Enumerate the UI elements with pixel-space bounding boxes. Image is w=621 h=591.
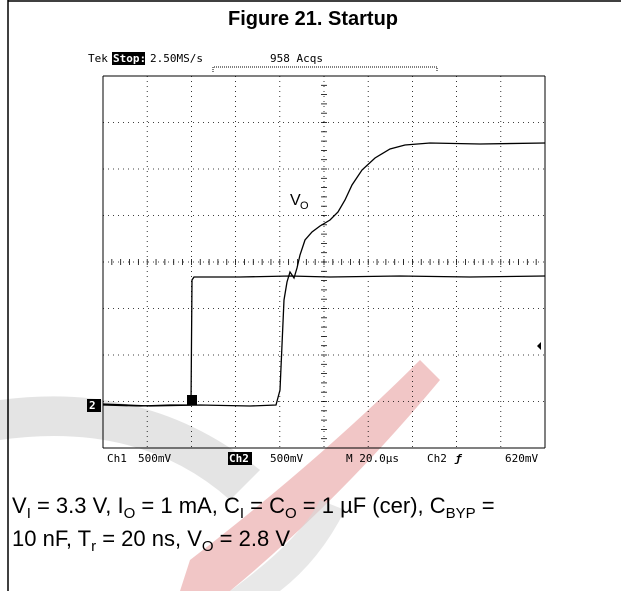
record-bracket bbox=[212, 66, 438, 72]
marker-1-label: 1 bbox=[188, 394, 195, 407]
timebase: M 20.0µs bbox=[346, 452, 399, 465]
caption-subscript: O bbox=[124, 505, 136, 522]
readout: Ch1 500mV Ch2 500mV M 20.0µs Ch2 ƒ 620mV bbox=[107, 452, 538, 465]
caption-text: = 2.8 V bbox=[214, 526, 291, 551]
ground-marker-label: 2 bbox=[89, 399, 96, 412]
caption-text: 10 nF, T bbox=[12, 526, 91, 551]
vo-label: V O bbox=[290, 192, 309, 212]
caption-text: = bbox=[476, 493, 495, 518]
trig-level: 620mV bbox=[505, 452, 538, 465]
caption-subscript: O bbox=[202, 538, 214, 555]
ch2-box bbox=[228, 452, 252, 465]
caption-subscript: r bbox=[91, 538, 96, 555]
rate: 2.50MS/s bbox=[150, 52, 203, 65]
caption-text: = 1 µF (cer), C bbox=[297, 493, 446, 518]
caption-line-2: 10 nF, Tr = 20 ns, VO = 2.8 V bbox=[12, 526, 290, 555]
ch2: Ch2 bbox=[229, 452, 249, 465]
marker-1 bbox=[187, 395, 197, 405]
scope-grid bbox=[102, 75, 546, 449]
watermark-red bbox=[180, 360, 440, 591]
trigger-arrow bbox=[537, 342, 541, 350]
caption-text: V bbox=[12, 493, 27, 518]
trig-slope: ƒ bbox=[454, 452, 463, 465]
caption-text: = 3.3 V, I bbox=[31, 493, 124, 518]
output-trace bbox=[102, 142, 546, 407]
brand: Tek bbox=[88, 52, 108, 65]
caption-line-1: VI = 3.3 V, IO = 1 mA, CI = CO = 1 µF (c… bbox=[12, 493, 495, 522]
ground-marker bbox=[87, 399, 101, 412]
stop-box bbox=[112, 52, 145, 65]
watermark-gray2 bbox=[230, 500, 345, 591]
caption-subscript: BYP bbox=[446, 505, 476, 522]
caption-text: = C bbox=[244, 493, 285, 518]
state: Stop: bbox=[113, 52, 146, 65]
acqs: 958 Acqs bbox=[270, 52, 323, 65]
caption-text: = 20 ns, V bbox=[96, 526, 202, 551]
caption-subscript: I bbox=[27, 505, 31, 522]
vo-label-main: V bbox=[290, 192, 301, 209]
figure-title: Figure 21. Startup bbox=[228, 8, 398, 30]
ch1-scale: 500mV bbox=[138, 452, 171, 465]
scope-header: Tek Stop: 2.50MS/s 958 Acqs bbox=[88, 52, 438, 72]
vo-label-sub: O bbox=[300, 200, 309, 212]
ch2-scale: 500mV bbox=[270, 452, 303, 465]
watermark-gray bbox=[0, 396, 260, 500]
ch1: Ch1 bbox=[107, 452, 127, 465]
caption-text: = 1 mA, C bbox=[135, 493, 240, 518]
caption-subscript: O bbox=[285, 505, 297, 522]
trig-ch: Ch2 bbox=[427, 452, 447, 465]
caption-subscript: I bbox=[240, 505, 244, 522]
